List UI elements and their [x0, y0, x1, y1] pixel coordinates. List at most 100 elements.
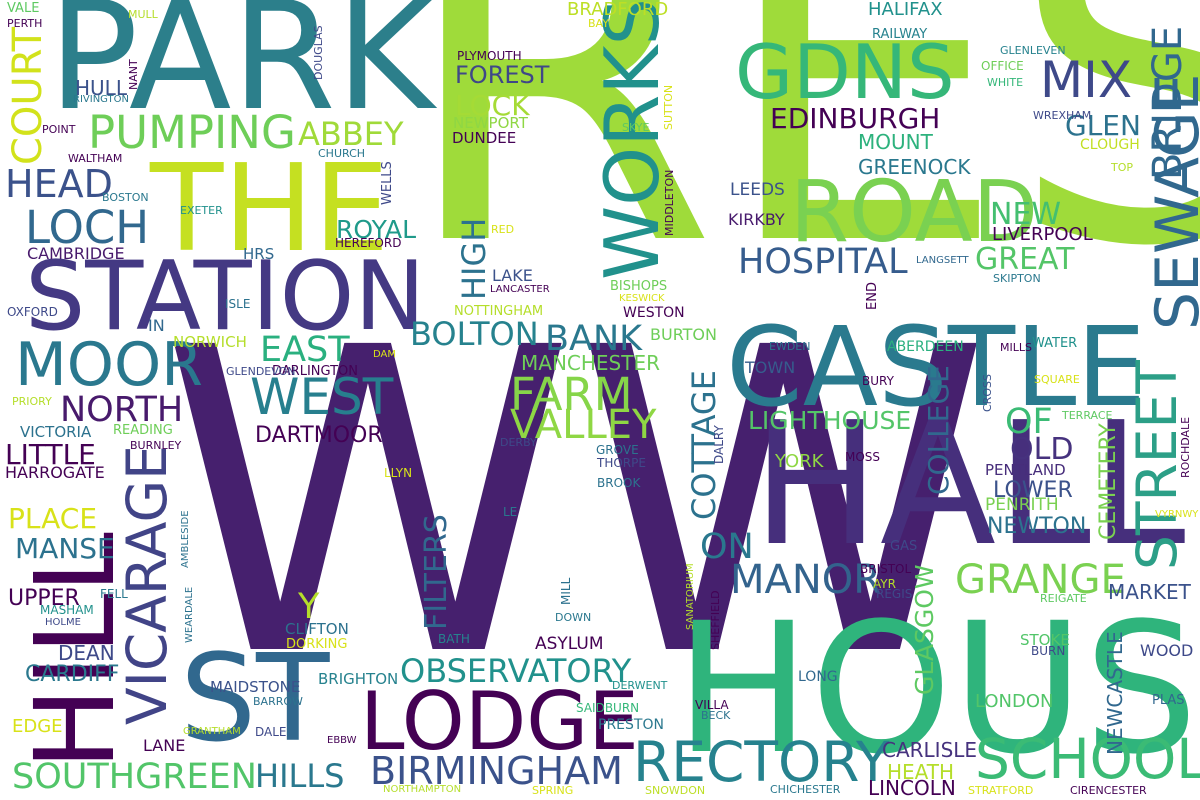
word-in: IN [148, 316, 165, 335]
word-top: TOP [1111, 161, 1134, 174]
word-birmingham: BIRMINGHAM [370, 749, 623, 793]
word-water: WATER [1032, 336, 1078, 351]
word-wells: WELLS [380, 161, 395, 205]
word-edge: EDGE [12, 716, 63, 737]
word-chichester: CHICHESTER [770, 783, 841, 796]
word-abbey: ABBEY [298, 115, 404, 153]
word-dean: DEAN [58, 641, 115, 665]
word-road: ROAD [790, 163, 1039, 262]
word-bath: BATH [438, 632, 470, 646]
word-st: ST [180, 630, 330, 769]
word-liverpool: LIVERPOOL [992, 224, 1093, 245]
word-hall: HALL [752, 386, 1186, 584]
word-brighton: BRIGHTON [318, 670, 399, 688]
word-victoria: VICTORIA [20, 423, 92, 441]
word-keswick: KESWICK [619, 293, 665, 304]
word-mill: MILL [559, 577, 573, 605]
word-ebbw: EBBW [327, 735, 357, 746]
word-greenock: GREENOCK [858, 155, 971, 179]
word-sheffield: SHEFFIELD [709, 590, 722, 650]
word-cross: CROSS [981, 374, 994, 412]
word-hrs: HRS [243, 245, 275, 263]
word-moss: MOSS [845, 450, 881, 464]
word-manor: MANOR [730, 557, 882, 603]
word-rivington: RIVINGTON [73, 94, 130, 105]
word-square: SQUARE [1034, 373, 1080, 386]
word-masham: MASHAM [40, 603, 94, 617]
word-regis: REGIS [876, 587, 913, 601]
word-lake: LAKE [492, 266, 533, 285]
word-york: YORK [775, 451, 824, 472]
word-penrith: PENRITH [985, 495, 1059, 515]
word-station: STATION [25, 242, 426, 352]
word-works: WORKS [588, 0, 676, 280]
word-vyrnwy: VYRNWY [1155, 509, 1199, 520]
word-northampton: NORTHAMPTON [383, 784, 462, 795]
word-edinburgh: EDINBURGH [770, 102, 941, 135]
word-end: END [865, 282, 880, 310]
word-preston: PRESTON [598, 717, 664, 733]
word-place: PLACE [8, 502, 98, 535]
word-newton: NEWTON [987, 514, 1087, 539]
word-glenleven: GLENLEVEN [1000, 44, 1066, 57]
word-llyn: LLYN [384, 466, 413, 480]
word-grove: GROVE [596, 443, 639, 457]
word-manchester: MANCHESTER [521, 351, 660, 375]
word-reigate: REIGATE [1040, 592, 1087, 605]
word-london: LONDON [975, 691, 1054, 712]
word-mount: MOUNT [858, 130, 933, 154]
word-cardiff: CARDIFF [25, 662, 120, 687]
word-park: PARK [48, 0, 435, 144]
word-west: WEST [250, 368, 394, 426]
word-glendevon: GLENDEVON [226, 365, 296, 378]
word-dalry: DALRY [712, 425, 726, 464]
word-old: OLD [1010, 432, 1074, 467]
word-saidburn: SAIDBURN [576, 701, 640, 715]
word-holme: HOLME [45, 617, 81, 628]
word-filters: FILTERS [419, 514, 454, 630]
word-spring: SPRING [532, 784, 574, 797]
word-moor: MOOR [15, 330, 203, 400]
word-court: COURT [5, 26, 51, 165]
word-cirencester: CIRENCESTER [1070, 784, 1147, 797]
word-on: ON [700, 527, 754, 567]
word-white: WHITE [987, 76, 1024, 89]
word-isle: ISLE [225, 297, 251, 311]
word-boston: BOSTON [102, 191, 149, 204]
word-street: STREET [1125, 360, 1189, 570]
word-rectory: RECTORY [633, 730, 890, 794]
word-terrace: TERRACE [1062, 409, 1113, 422]
word-pentland: PENTLAND [985, 461, 1066, 479]
word-grange: GRANGE [955, 557, 1126, 603]
word-clough: CLOUGH [1080, 137, 1140, 153]
word-railway: RAILWAY [872, 27, 928, 42]
word-priory: PRIORY [12, 395, 52, 408]
word-pumping: PUMPING [88, 106, 296, 159]
word-thorpe: THORPE [597, 456, 646, 470]
word-castle: CASTLE [726, 303, 1146, 431]
word-dam: DAM [373, 349, 396, 360]
word-ewden: EWDEN [769, 340, 811, 353]
word-bury: BURY [862, 374, 894, 388]
word-carlisle: CARLISLE [882, 738, 978, 762]
word-lincoln: LINCOLN [868, 776, 956, 800]
word-burton: BURTON [650, 325, 717, 344]
word-newport: NEWPORT [453, 114, 528, 132]
word-harrogate: HARROGATE [5, 463, 105, 482]
word-dorking: DORKING [286, 637, 348, 652]
word-bank: BANK [545, 319, 643, 359]
word-gdns: GDNS [735, 28, 955, 116]
word-point: POINT [42, 123, 76, 136]
word-perth: PERTH [7, 17, 43, 30]
word-bolton: BOLTON [410, 315, 539, 353]
word-church: CHURCH [318, 147, 366, 160]
word-waltham: WALTHAM [68, 152, 123, 165]
word-halifax: HALIFAX [868, 0, 943, 20]
word-exeter: EXETER [180, 204, 223, 217]
word-hospital: HOSPITAL [738, 242, 908, 282]
word-bay: BAY [588, 17, 609, 30]
word-hereford: HEREFORD [335, 236, 402, 250]
word-bristol: BRISTOL [860, 562, 912, 576]
word-langsett: LANGSETT [916, 255, 969, 266]
